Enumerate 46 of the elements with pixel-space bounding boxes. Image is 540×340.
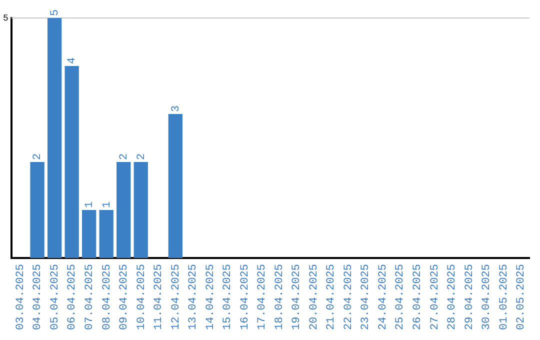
bar (99, 210, 114, 258)
x-tick-label: 13.04.2025 (188, 264, 200, 330)
x-tick-label: 09.04.2025 (118, 264, 131, 330)
bar (116, 162, 131, 258)
data-label: 2 (136, 153, 148, 160)
x-tick-label: 28.04.2025 (446, 264, 459, 330)
bar (82, 210, 96, 258)
data-label: 4 (66, 57, 79, 64)
x-tick-label: 07.04.2025 (84, 264, 96, 330)
x-tick-label: 27.04.2025 (429, 264, 442, 330)
bar (134, 162, 148, 258)
x-tick-label: 19.04.2025 (291, 264, 304, 330)
data-label: 2 (118, 153, 131, 160)
x-tick-label: 18.04.2025 (274, 264, 286, 330)
x-tick-label: 04.04.2025 (32, 264, 44, 330)
x-tick-label: 22.04.2025 (342, 264, 355, 330)
data-label: 5 (49, 9, 62, 16)
x-tick-label: 03.04.2025 (14, 264, 27, 330)
x-tick-label: 29.04.2025 (464, 264, 476, 330)
bar (47, 18, 62, 258)
data-label: 1 (101, 200, 114, 208)
x-tick-label: 26.04.2025 (412, 264, 424, 330)
x-tick-label: 20.04.2025 (308, 264, 320, 330)
x-tick-label: 01.05.2025 (498, 264, 510, 330)
x-tick-label: 08.04.2025 (101, 264, 114, 330)
bar (30, 162, 44, 258)
bar (168, 114, 182, 258)
x-tick-label: 02.05.2025 (516, 264, 528, 330)
x-tick-label: 24.04.2025 (377, 264, 390, 330)
data-label: 1 (84, 200, 96, 208)
x-tick-label: 23.04.2025 (360, 264, 372, 330)
x-tick-label: 11.04.2025 (153, 264, 166, 330)
x-tick-label: 17.04.2025 (256, 264, 269, 330)
x-tick-label: 30.04.2025 (481, 264, 494, 330)
x-tick-label: 10.04.2025 (136, 264, 148, 330)
x-tick-label: 21.04.2025 (326, 264, 338, 330)
x-tick-label: 16.04.2025 (239, 264, 252, 330)
x-tick-label: 14.04.2025 (204, 264, 217, 330)
data-label: 2 (32, 153, 44, 160)
x-tick-label: 12.04.2025 (170, 264, 182, 330)
bar (64, 66, 79, 258)
x-tick-label: 25.04.2025 (394, 264, 407, 330)
data-label: 3 (170, 105, 182, 112)
x-tick-label: 15.04.2025 (222, 264, 234, 330)
x-tick-label: 06.04.2025 (66, 264, 79, 330)
x-tick-label: 05.04.2025 (49, 264, 62, 330)
